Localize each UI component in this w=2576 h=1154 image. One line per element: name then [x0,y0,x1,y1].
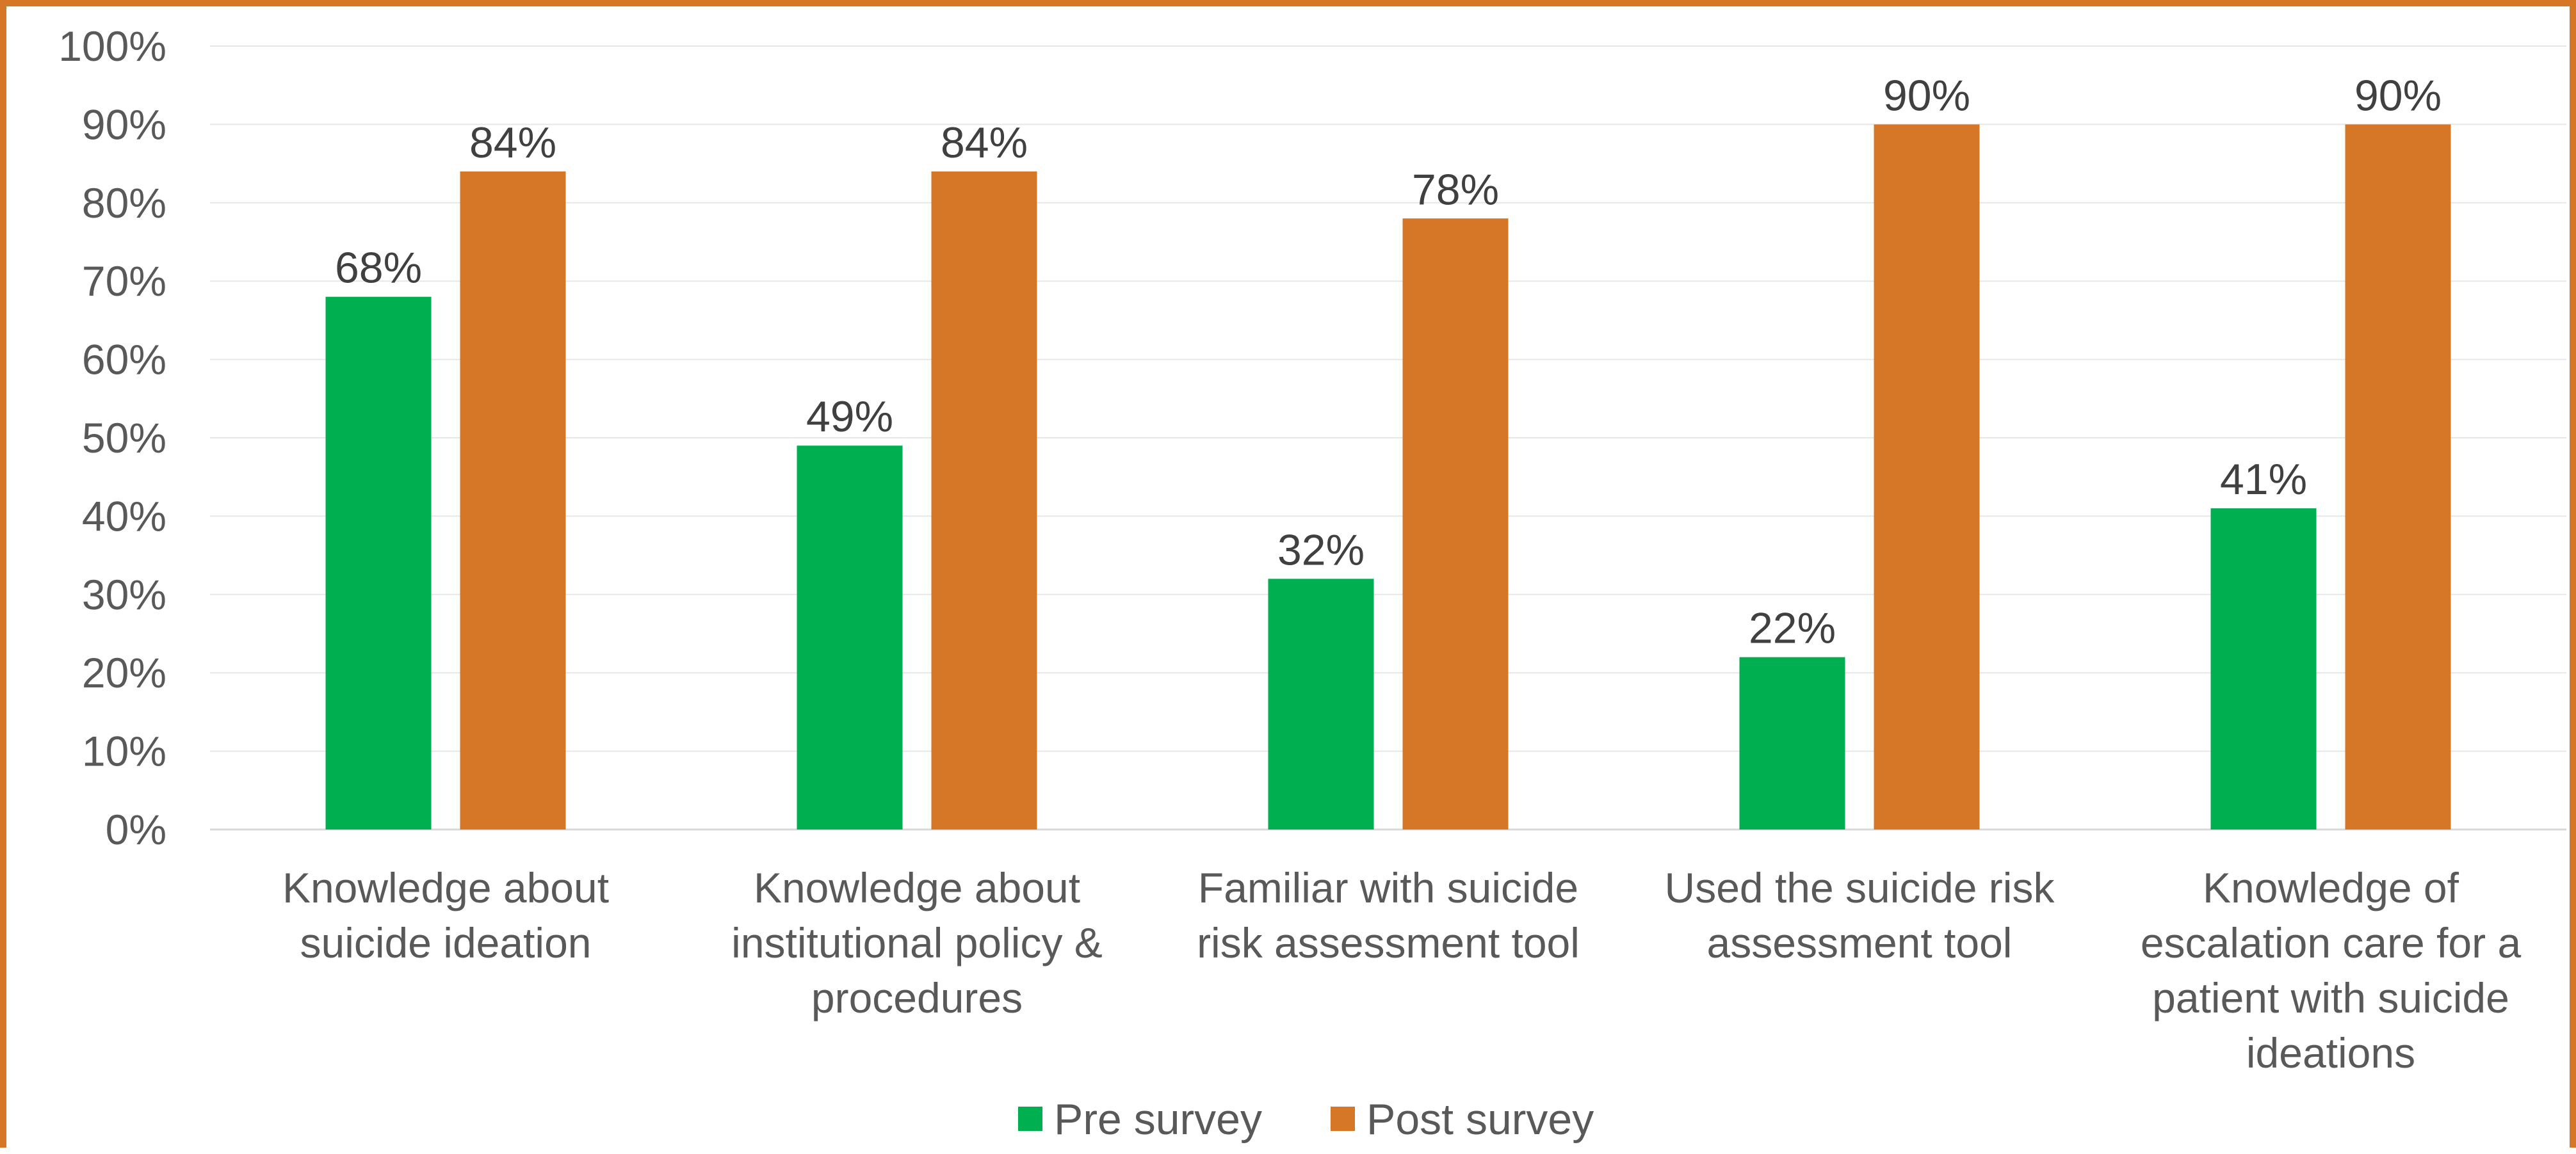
x-category-label: Used the suicide risk assessment tool [1665,864,2055,966]
y-tick-label: 30% [82,571,166,618]
y-tick-label: 60% [82,336,166,383]
data-label: 68% [335,244,422,293]
bar-pre-survey [1739,657,1845,829]
y-tick-label: 100% [58,22,166,70]
data-label: 84% [469,118,556,167]
bar-pre-survey [325,296,432,829]
bar-pre-survey [1268,579,1374,829]
y-tick-label: 0% [106,806,166,853]
gridlines [210,45,2566,831]
x-category-label: Familiar with suicide risk assessment too… [1197,864,1580,966]
y-tick-label: 20% [82,649,166,696]
data-label: 84% [941,118,1028,167]
data-label: 78% [1412,165,1499,214]
bar-chart: 0% 10% 20% 30% 40% 50% 60% 70% 80% 90% 100% 68% 84%… [58,22,2566,1144]
data-label: 22% [1749,604,1836,653]
legend-swatch-pre-survey [1018,1107,1042,1131]
y-axis-ticks: 0% 10% 20% 30% 40% 50% 60% 70% 80% 90% 100% [58,22,166,853]
y-tick-label: 10% [82,728,166,775]
data-label: 90% [2354,71,2442,120]
y-tick-label: 50% [82,414,166,461]
legend-label-post-survey: Post survey [1366,1095,1594,1144]
y-tick-label: 40% [82,492,166,540]
data-label: 32% [1277,525,1365,574]
bar-post-survey [460,171,566,830]
x-category-label: Knowledge about institutional policy & pro… [731,864,1103,1022]
legend-label-pre-survey: Pre survey [1054,1095,1262,1144]
data-label: 41% [2220,455,2307,504]
y-tick-label: 70% [82,257,166,305]
bar-post-survey [1874,124,1980,829]
x-category-label: Knowledge of escalation care for a patient… [2141,864,2522,1077]
bar-post-survey [1402,218,1509,829]
bar-post-survey [931,171,1037,830]
bar-post-survey [2345,124,2451,829]
bar-pre-survey [797,445,903,829]
bar-pre-survey [2210,508,2317,829]
x-axis-categories: Knowledge about suicide ideation Knowledge… [282,864,2521,1077]
data-label: 49% [806,392,893,441]
y-tick-label: 90% [82,100,166,148]
legend-swatch-post-survey [1331,1107,1355,1131]
data-label: 90% [1883,71,1970,120]
bars [325,124,2451,830]
data-labels: 68% 84% 49% 84% 32% 78% 22% 90% 41% 90% [335,71,2442,652]
y-tick-label: 80% [82,179,166,227]
legend: Pre survey Post survey [1018,1095,1594,1144]
x-category-label: Knowledge about suicide ideation [282,864,609,966]
